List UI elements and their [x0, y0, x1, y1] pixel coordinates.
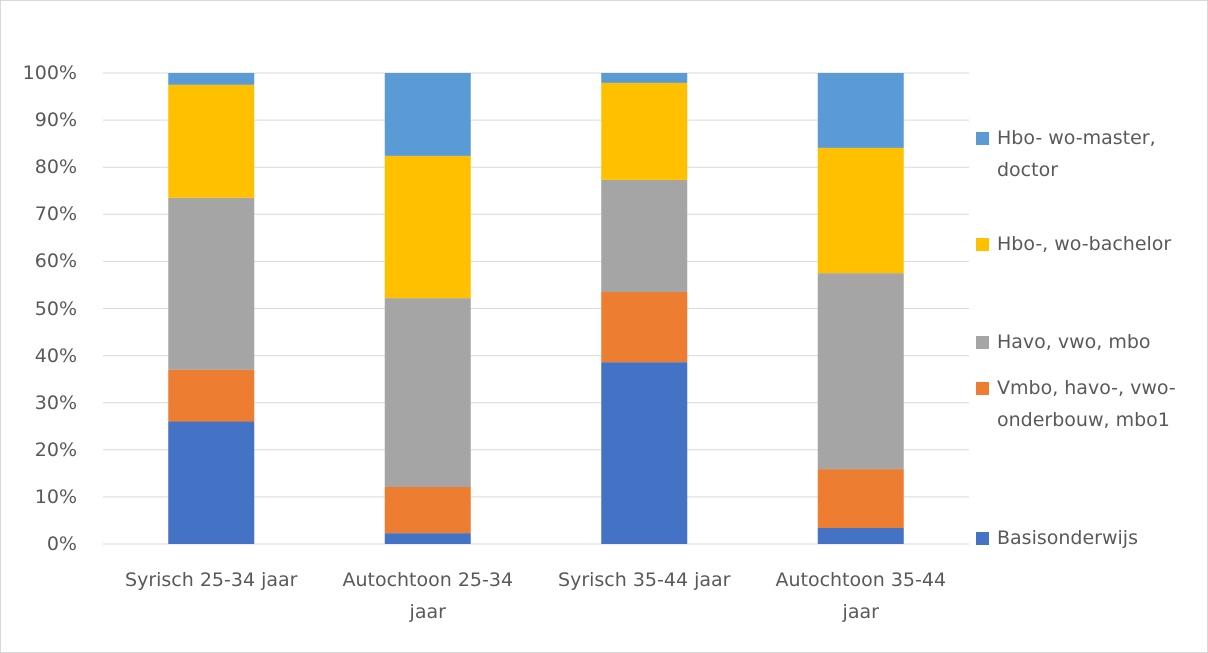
y-tick-label: 100% [22, 62, 77, 84]
y-tick-label: 60% [34, 250, 77, 273]
bar-segment [168, 84, 255, 198]
bar-segment [384, 298, 471, 488]
bar-segment [817, 273, 904, 470]
y-tick-label: 10% [34, 485, 77, 508]
legend-swatch [976, 336, 989, 349]
legend-item: Havo, vwo, mbo [976, 326, 1201, 358]
bar-segment [384, 155, 471, 299]
bar-segment [168, 73, 255, 85]
bar-segment [168, 197, 255, 370]
bar-segment [817, 469, 904, 528]
bar-segment [168, 421, 255, 544]
bar-segment [601, 73, 688, 83]
legend-swatch [976, 132, 989, 145]
x-tick-label: Autochtoon 35-44 jaar [775, 569, 947, 623]
bar-segment [601, 362, 688, 544]
y-tick-label: 30% [34, 391, 77, 414]
legend-label: Hbo- wo-master, doctor [997, 127, 1156, 181]
y-tick-label: 80% [34, 156, 77, 179]
legend-swatch [976, 238, 989, 251]
bar-segment [384, 487, 471, 534]
x-tick-label: Syrisch 25-34 jaar [125, 569, 298, 591]
legend-item: Basisonderwijs [976, 522, 1201, 554]
bar-segment [601, 179, 688, 293]
bar-segment [168, 369, 255, 422]
y-tick-label: 70% [34, 203, 77, 226]
legend-label: Basisonderwijs [997, 527, 1138, 549]
legend-item: Hbo- wo-master, doctor [976, 122, 1201, 186]
bar-segment [601, 292, 688, 363]
bar-segment [817, 147, 904, 274]
legend-swatch [976, 532, 989, 545]
y-tick-label: 90% [34, 109, 77, 132]
legend-item: Vmbo, havo-, vwo-onderbouw, mbo1 [976, 372, 1201, 436]
y-tick-label: 40% [34, 344, 77, 367]
bar-segment [817, 73, 904, 148]
legend-swatch [976, 382, 989, 395]
y-tick-label: 20% [34, 438, 77, 461]
x-tick-label: Autochtoon 25-34 jaar [342, 569, 514, 623]
bar-segment [384, 73, 471, 156]
y-tick-label: 0% [46, 533, 77, 555]
bar-segment [601, 82, 688, 180]
bar-segment [384, 533, 471, 544]
x-tick-label: Syrisch 35-44 jaar [558, 569, 731, 591]
legend-label: Havo, vwo, mbo [997, 331, 1151, 353]
legend-label: Hbo-, wo-bachelor [997, 233, 1172, 255]
legend-item: Hbo-, wo-bachelor [976, 228, 1201, 260]
y-tick-label: 50% [34, 297, 77, 320]
legend-label: Vmbo, havo-, vwo-onderbouw, mbo1 [997, 377, 1176, 431]
bar-segment [817, 527, 904, 544]
